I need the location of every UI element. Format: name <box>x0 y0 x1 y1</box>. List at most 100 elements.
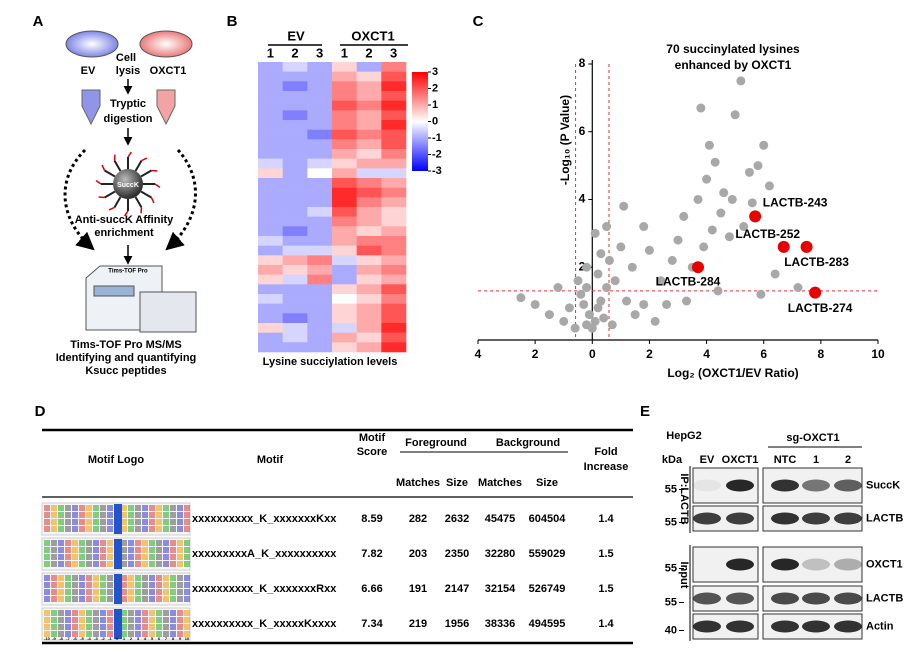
point <box>627 262 637 272</box>
table-cell: 1.4 <box>598 618 614 630</box>
logo-letter <box>149 554 155 560</box>
logo-letter <box>170 596 176 602</box>
heatmap-cell <box>332 71 357 82</box>
logo-letter <box>100 526 106 532</box>
logo-axis-label: 6 <box>158 636 161 641</box>
logo-letter <box>184 624 190 630</box>
band <box>771 512 799 525</box>
table-cell: 1.5 <box>598 548 613 560</box>
logo-letter <box>156 575 162 581</box>
logo-letter <box>177 617 183 623</box>
logo-letter <box>121 575 127 581</box>
colorbar-tick-label: 0 <box>432 115 438 127</box>
blot-label: Actin <box>866 620 894 632</box>
logo-letter <box>170 554 176 560</box>
logo-letter <box>128 547 134 553</box>
point <box>667 255 677 265</box>
table-header: Score <box>357 446 388 458</box>
logo-letter <box>79 505 85 511</box>
heatmap-cell <box>307 216 333 227</box>
logo-letter <box>93 547 99 553</box>
point <box>707 225 717 235</box>
logo-letter <box>100 547 106 553</box>
logo-letter <box>156 561 162 567</box>
logo-letter <box>51 519 57 525</box>
point <box>622 296 632 306</box>
logo-letter <box>58 554 64 560</box>
heatmap-cell <box>258 62 283 72</box>
logo-letter <box>100 540 106 546</box>
heatmap-cell <box>282 284 308 295</box>
table-subheader: Matches <box>478 477 522 489</box>
heatmap-cell <box>381 294 407 304</box>
table-cell: 45475 <box>485 513 516 525</box>
x-tick-label: 6 <box>760 347 767 361</box>
heatmap-cell <box>381 168 407 179</box>
heatmap-cell <box>258 149 283 159</box>
logo-letter <box>79 617 85 623</box>
table-subheader: Size <box>536 477 558 489</box>
logo-axis-label: 10 <box>185 636 190 641</box>
logo-letter <box>58 512 64 518</box>
heatmap-cell <box>307 303 333 314</box>
point <box>727 194 737 204</box>
step-label: lysis <box>116 65 140 77</box>
step-label: enrichment <box>94 227 154 239</box>
logo-letter <box>51 617 57 623</box>
table-cell: 7.82 <box>361 548 382 560</box>
x-tick-label: 0 <box>589 347 596 361</box>
logo-letter <box>79 596 85 602</box>
table-subheader: Size <box>446 477 468 489</box>
heatmap-cell <box>307 284 333 295</box>
point <box>650 316 660 326</box>
logo-letter <box>135 526 141 532</box>
logo-center <box>114 504 122 534</box>
logo-letter <box>177 582 183 588</box>
heatmap-cell <box>356 91 382 101</box>
logo-letter <box>65 631 71 637</box>
heatmap-cell <box>307 265 333 275</box>
heatmap-cell <box>307 323 333 333</box>
colorbar <box>412 72 428 171</box>
marker-label: 55 <box>665 483 677 495</box>
logo-letter <box>135 582 141 588</box>
highlight-point <box>777 240 790 253</box>
point <box>724 232 734 242</box>
logo-letter <box>156 512 162 518</box>
logo-letter <box>79 526 85 532</box>
logo-letter <box>72 610 78 616</box>
logo-letter <box>51 582 57 588</box>
heatmap-cell <box>332 323 357 333</box>
logo-letter <box>65 540 71 546</box>
heatmap-cell <box>258 168 283 179</box>
point <box>559 316 569 326</box>
logo-axis-label: -2 <box>101 636 105 641</box>
logo-letter <box>121 624 127 630</box>
logo-letter <box>142 526 148 532</box>
marker-label: 55 <box>665 596 677 608</box>
table-header: Motif Logo <box>88 454 144 466</box>
logo-letter <box>163 561 169 567</box>
table-header: Background <box>496 437 560 449</box>
heatmap-cell <box>332 294 357 304</box>
logo-letter <box>100 561 106 567</box>
heatmap-cell <box>332 245 357 256</box>
logo-letter <box>163 575 169 581</box>
logo-letter <box>177 526 183 532</box>
point <box>530 299 540 309</box>
logo-letter <box>184 512 190 518</box>
panel-label: E <box>640 403 650 420</box>
heatmap-cell <box>381 245 407 256</box>
logo-letter <box>44 631 50 637</box>
bead-label: SuccK <box>117 182 139 189</box>
band <box>834 620 862 633</box>
logo-letter <box>79 547 85 553</box>
logo-letter <box>163 624 169 630</box>
heatmap-cell <box>332 236 357 246</box>
logo-letter <box>156 617 162 623</box>
heatmap-cell <box>258 274 283 285</box>
logo-axis-label: -10 <box>44 636 51 641</box>
logo-letter <box>86 505 92 511</box>
logo-letter <box>184 519 190 525</box>
y-tick-label: 6 <box>579 124 586 138</box>
